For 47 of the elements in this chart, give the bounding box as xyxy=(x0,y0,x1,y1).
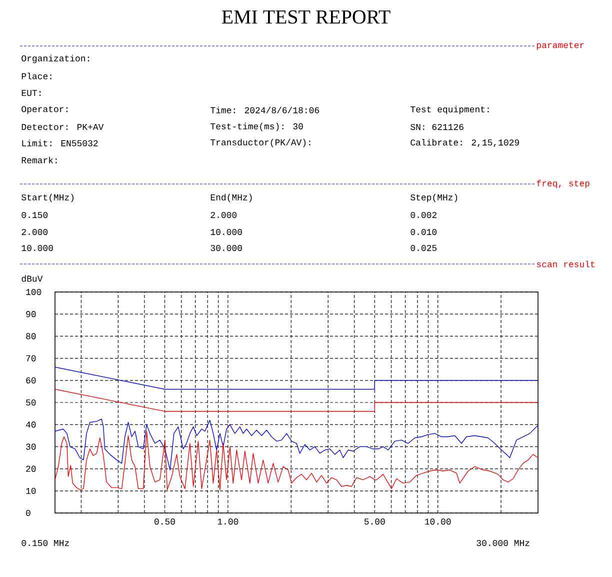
y-tick-label: 0 xyxy=(26,510,30,516)
chart-title: EMI TEST REPORT xyxy=(222,10,390,24)
y-tick-label: 20 xyxy=(26,466,36,472)
text: scan result xyxy=(536,260,594,268)
text: Test equipment: xyxy=(410,106,489,114)
text: Operator: xyxy=(22,106,68,114)
y-tick-label: 40 xyxy=(26,422,36,428)
text: Transductor(PK/AV): xyxy=(210,138,310,148)
text: Start(MHz) xyxy=(22,194,74,202)
text: 30.000 xyxy=(210,244,242,252)
y-tick-label: 30 xyxy=(26,444,36,450)
text: 10.000 xyxy=(22,244,53,252)
text: 0.010 xyxy=(410,228,437,236)
text: parameter xyxy=(536,42,584,50)
text: 0.150 xyxy=(22,212,48,218)
y-axis-title: dBuV xyxy=(22,275,43,282)
text: Test-time(ms): 30 xyxy=(210,122,303,132)
text: SN: 621126 xyxy=(410,124,464,130)
y-tick-label: 100 xyxy=(26,288,42,296)
text: 2.000 xyxy=(210,212,237,218)
text: Detector: PK+AV xyxy=(22,124,104,130)
text: 30.000 MHz xyxy=(476,540,530,546)
text: Calibrate: 2,15,1029 xyxy=(410,138,519,148)
text: EUT: xyxy=(22,90,41,96)
y-tick-label: 60 xyxy=(26,377,36,384)
text: Organization: xyxy=(22,54,89,64)
y-tick-label: 90 xyxy=(26,311,36,318)
y-tick-label: 70 xyxy=(26,355,36,362)
x-tick-label: 1.00 xyxy=(218,518,238,525)
text: 0.150 MHz xyxy=(22,540,69,546)
text: Time: 2024/8/6/18:06 xyxy=(210,106,320,114)
text: 2.000 xyxy=(22,228,48,236)
text: End(MHz) xyxy=(210,194,252,202)
text: 10.000 xyxy=(210,228,242,236)
y-tick-label: 10 xyxy=(26,488,36,494)
text: freq, step xyxy=(536,180,590,188)
x-tick-label: 0.50 xyxy=(154,518,175,525)
text: Step(MHz) xyxy=(410,194,458,202)
y-tick-label: 80 xyxy=(26,333,36,340)
text: 0.025 xyxy=(410,244,437,252)
x-tick-label: 5.00 xyxy=(364,518,385,525)
text: Place: xyxy=(22,72,52,80)
y-tick-label: 50 xyxy=(26,399,36,406)
text: Limit: EN55032 xyxy=(22,140,98,146)
text: 0.002 xyxy=(410,212,436,218)
text: Remark: xyxy=(22,156,57,164)
x-tick-label: 10.00 xyxy=(425,518,451,525)
